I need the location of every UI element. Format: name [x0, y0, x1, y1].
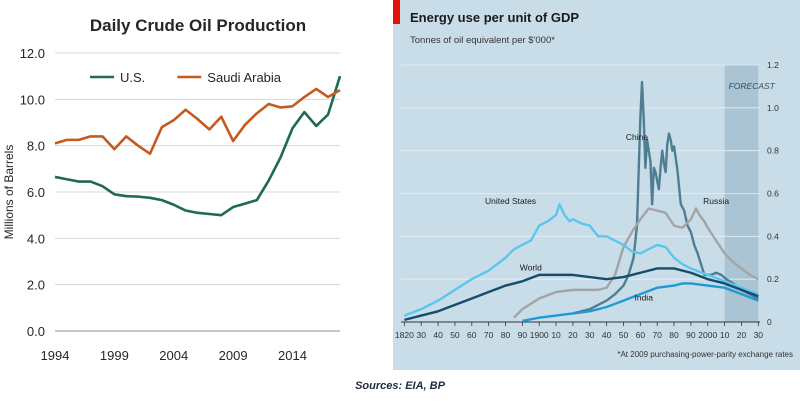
x-tick-label: 60: [467, 330, 477, 340]
y-tick-label: 8.0: [27, 139, 45, 154]
series-line-saudi-arabia: [54, 87, 341, 156]
series-line-u-s: [54, 75, 342, 217]
series-line-india: [522, 282, 759, 323]
y-tick-label: 12.0: [20, 46, 45, 61]
y-tick-label: 0: [767, 317, 772, 327]
series-label-india: India: [634, 293, 653, 303]
legend-label-u-s: U.S.: [120, 70, 145, 85]
x-tick-label: 1994: [41, 348, 70, 363]
y-axis-label: Millions of Barrels: [2, 145, 16, 240]
legend-label-saudi-arabia: Saudi Arabia: [207, 70, 281, 85]
series-line-united-states: [403, 203, 759, 317]
x-tick-label: 70: [652, 330, 662, 340]
x-tick-label: 20: [737, 330, 747, 340]
x-tick-label: 1900: [530, 330, 549, 340]
y-tick-label: 0.2: [767, 274, 779, 284]
y-tick-label: 4.0: [27, 231, 45, 246]
x-tick-label: 60: [636, 330, 646, 340]
x-tick-label: 20: [568, 330, 578, 340]
energy-chart-svg: Energy use per unit of GDP Tonnes of oil …: [393, 0, 800, 370]
y-tick-label: 1.2: [767, 60, 779, 70]
y-tick-label: 2.0: [27, 278, 45, 293]
x-tick-label: 40: [602, 330, 612, 340]
x-tick-label: 2000: [698, 330, 717, 340]
x-tick-label: 70: [484, 330, 494, 340]
x-tick-label: 30: [585, 330, 595, 340]
series-line-world: [404, 267, 759, 322]
forecast-label: FORECAST: [729, 81, 776, 91]
y-tick-label: 1.0: [767, 103, 779, 113]
chart-subtitle: Tonnes of oil equivalent per $'000*: [410, 35, 555, 46]
y-tick-label: 6.0: [27, 185, 45, 200]
x-tick-label: 90: [686, 330, 696, 340]
chart-title: Daily Crude Oil Production: [90, 16, 306, 35]
y-tick-label: 10.0: [20, 92, 45, 107]
x-tick-label: 40: [433, 330, 443, 340]
sources-note: Sources: EIA, BP: [355, 380, 445, 392]
y-tick-label: 0.0: [27, 324, 45, 339]
x-tick-label: 10: [720, 330, 730, 340]
energy-per-gdp-chart: Energy use per unit of GDP Tonnes of oil …: [393, 0, 800, 370]
x-tick-label: 50: [619, 330, 629, 340]
x-tick-label: 2009: [219, 348, 248, 363]
y-tick-label: 0.4: [767, 231, 779, 241]
x-tick-label: 1999: [100, 348, 129, 363]
series-label-united-states: United States: [485, 196, 536, 206]
x-tick-label: 80: [669, 330, 679, 340]
accent-bar: [393, 0, 400, 24]
series-label-russia: Russia: [703, 196, 729, 206]
x-tick-label: 50: [450, 330, 460, 340]
y-tick-label: 0.8: [767, 146, 779, 156]
production-chart-svg: Daily Crude Oil Production 0.0 2.0 4.0 6.0 8.…: [2, 16, 342, 363]
x-tick-label: 10: [551, 330, 561, 340]
series-label-world: World: [520, 263, 542, 273]
x-tick-label: 90: [518, 330, 528, 340]
series-label-china: China: [626, 132, 648, 142]
chart-title: Energy use per unit of GDP: [410, 10, 579, 25]
x-tick-label: 1820: [395, 330, 414, 340]
x-tick-label: 2014: [278, 348, 307, 363]
x-tick-label: 80: [501, 330, 511, 340]
us-saudi-production-chart: Daily Crude Oil Production 0.0 2.0 4.0 6.0 8.…: [0, 0, 360, 370]
x-tick-label: 30: [416, 330, 426, 340]
footnote: *At 2009 purchasing-power-parity exchang…: [617, 350, 793, 359]
series-line-russia: [513, 207, 759, 319]
x-tick-label: 2004: [159, 348, 188, 363]
y-tick-label: 0.6: [767, 189, 779, 199]
x-tick-label: 30: [754, 330, 764, 340]
